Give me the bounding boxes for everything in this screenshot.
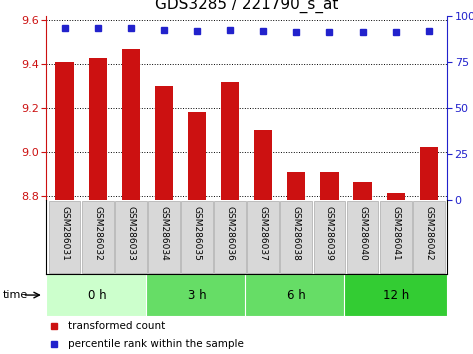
- Bar: [49, 201, 80, 273]
- Text: GSM286042: GSM286042: [424, 206, 433, 261]
- Text: GSM286034: GSM286034: [159, 206, 168, 261]
- Title: GDS3285 / 221790_s_at: GDS3285 / 221790_s_at: [155, 0, 338, 13]
- Text: 6 h: 6 h: [287, 289, 306, 302]
- Bar: [122, 49, 140, 200]
- Bar: [247, 201, 279, 273]
- Bar: [314, 201, 345, 273]
- Bar: [221, 82, 239, 200]
- Text: GSM286039: GSM286039: [325, 206, 334, 261]
- Bar: [320, 172, 339, 200]
- Bar: [245, 274, 348, 316]
- Bar: [214, 201, 246, 273]
- Text: GSM286040: GSM286040: [358, 206, 367, 261]
- Bar: [188, 112, 206, 200]
- Text: time: time: [2, 290, 27, 300]
- Text: GSM286033: GSM286033: [126, 206, 135, 261]
- Text: GSM286031: GSM286031: [60, 206, 69, 261]
- Bar: [55, 62, 74, 200]
- Bar: [280, 201, 312, 273]
- Bar: [82, 201, 114, 273]
- Bar: [146, 274, 248, 316]
- Bar: [386, 193, 405, 200]
- Bar: [344, 274, 447, 316]
- Bar: [413, 201, 445, 273]
- Text: transformed count: transformed count: [69, 321, 166, 331]
- Bar: [347, 201, 378, 273]
- Text: 12 h: 12 h: [383, 289, 409, 302]
- Bar: [287, 172, 306, 200]
- Bar: [254, 130, 272, 200]
- Bar: [353, 182, 372, 200]
- Text: GSM286036: GSM286036: [226, 206, 235, 261]
- Bar: [181, 201, 213, 273]
- Text: GSM286037: GSM286037: [259, 206, 268, 261]
- Text: GSM286032: GSM286032: [93, 206, 102, 261]
- Text: GSM286041: GSM286041: [391, 206, 400, 261]
- Text: 3 h: 3 h: [188, 289, 206, 302]
- Bar: [115, 201, 147, 273]
- Bar: [148, 201, 180, 273]
- Bar: [88, 58, 107, 200]
- Bar: [420, 147, 438, 200]
- Text: 0 h: 0 h: [88, 289, 107, 302]
- Bar: [155, 86, 173, 200]
- Text: GSM286035: GSM286035: [193, 206, 201, 261]
- Bar: [46, 274, 149, 316]
- Text: percentile rank within the sample: percentile rank within the sample: [69, 339, 244, 349]
- Bar: [380, 201, 412, 273]
- Text: GSM286038: GSM286038: [292, 206, 301, 261]
